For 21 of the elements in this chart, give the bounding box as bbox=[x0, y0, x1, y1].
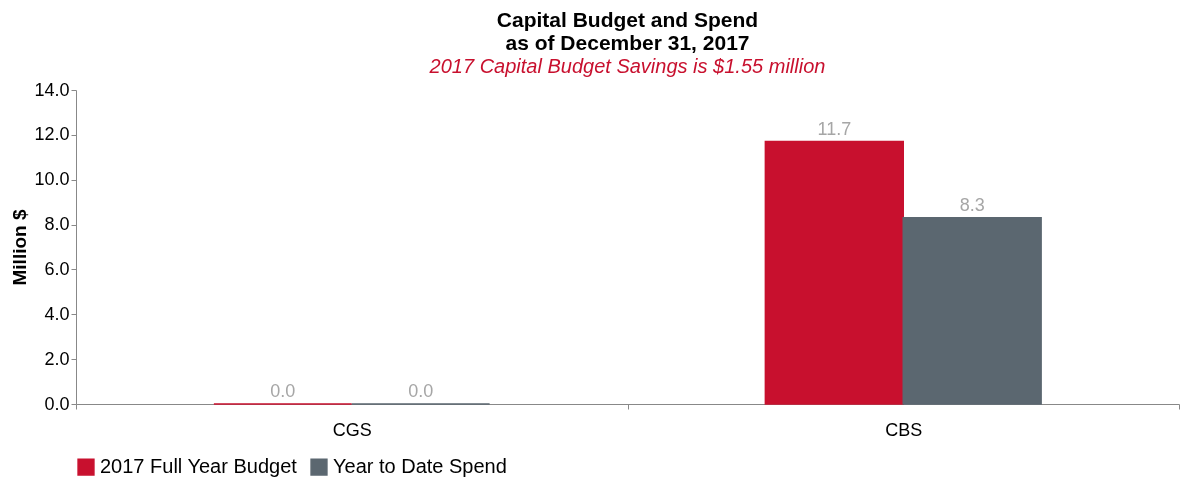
y-tick-label: 4.0 bbox=[44, 303, 70, 324]
bar bbox=[902, 217, 1042, 405]
legend-label: 2017 Full Year Budget bbox=[100, 455, 298, 478]
y-axis-title: Million $ bbox=[9, 209, 31, 286]
x-tick-label: CBS bbox=[885, 419, 923, 440]
data-label: 0.0 bbox=[408, 381, 434, 401]
y-tick-label: 0.0 bbox=[44, 393, 70, 414]
data-label: 8.3 bbox=[959, 194, 985, 215]
bar bbox=[764, 140, 904, 405]
y-tick-label: 10.0 bbox=[34, 169, 70, 190]
data-label: 0.0 bbox=[270, 381, 296, 401]
y-tick-label: 2.0 bbox=[44, 348, 70, 369]
legend-label: Year to Date Spend bbox=[333, 455, 507, 478]
chart-title: Capital Budget and Spend as of December 31, 2017 bbox=[496, 8, 759, 54]
data-label: 11.7 bbox=[817, 118, 852, 139]
x-tick-label: CGS bbox=[332, 419, 372, 440]
y-tick-label: 6.0 bbox=[44, 258, 70, 279]
y-tick-label: 14.0 bbox=[34, 79, 70, 100]
y-tick-label: 12.0 bbox=[34, 124, 70, 145]
chart-subtitle: 2017 Capital Budget Savings is $1.55 million bbox=[428, 55, 826, 77]
y-tick-label: 8.0 bbox=[44, 214, 70, 235]
